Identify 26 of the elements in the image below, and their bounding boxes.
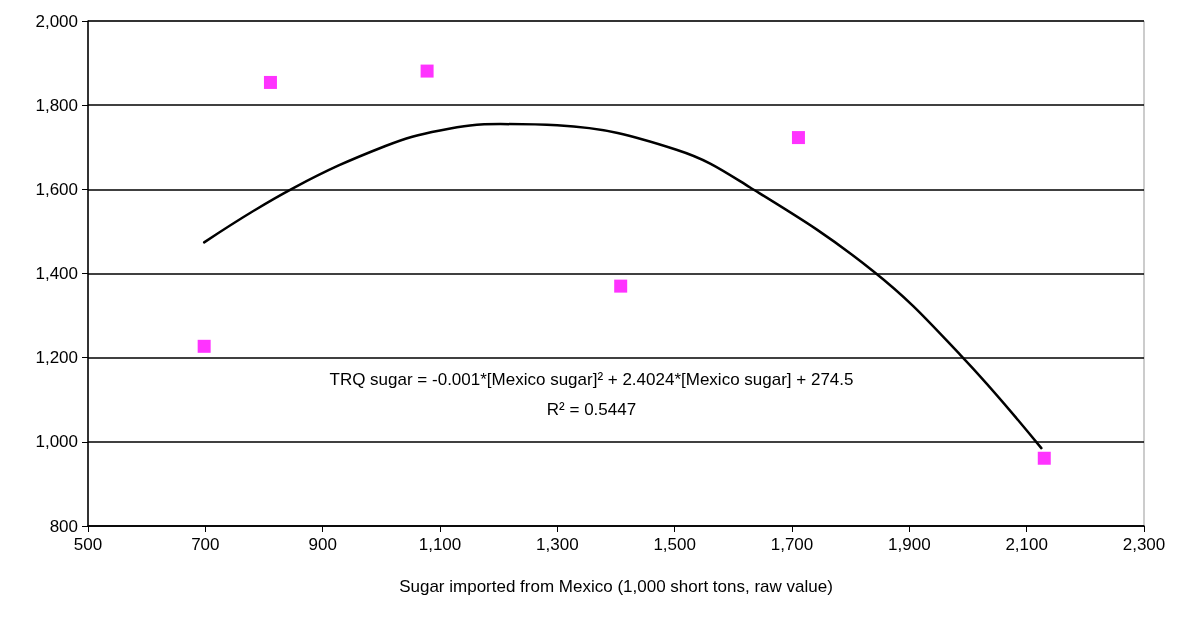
y-tick-label: 1,800 <box>35 95 78 115</box>
y-tick-label: 800 <box>49 516 78 536</box>
y-tick-label: 1,400 <box>35 264 78 283</box>
y-tick-label: 1,600 <box>35 179 78 199</box>
x-tick-label: 700 <box>191 535 220 554</box>
y-tick-label: 1,200 <box>35 348 78 368</box>
x-tick-label: 1,700 <box>770 535 814 554</box>
point <box>791 131 805 145</box>
annotation: TRQ sugar = -0.001*[Mexico sugar]² + 2.4024*[Mexico sugar] + 274.5 <box>329 370 854 389</box>
point <box>420 64 434 78</box>
x-tick-label: 1,500 <box>653 535 696 554</box>
x-tick-label: 500 <box>73 535 103 554</box>
x-tick-label: 900 <box>308 535 337 554</box>
x-tick-label: 2,300 <box>1122 535 1166 554</box>
x-tick-label: 2,100 <box>1005 535 1048 554</box>
x-tick-label: 1,300 <box>536 535 579 554</box>
point <box>263 75 277 89</box>
x-tick-label: 1,900 <box>888 535 931 554</box>
point <box>1037 451 1051 465</box>
point <box>614 279 628 293</box>
annotation: R² = 0.5447 <box>546 400 637 419</box>
y-tick-label: 1,000 <box>35 432 78 452</box>
x-axis-title: Sugar imported from Mexico (1,000 short tons, raw value) <box>399 577 833 596</box>
x-tick-label: 1,100 <box>418 535 462 554</box>
y-tick-label: 2,000 <box>35 11 78 31</box>
point <box>197 339 211 353</box>
